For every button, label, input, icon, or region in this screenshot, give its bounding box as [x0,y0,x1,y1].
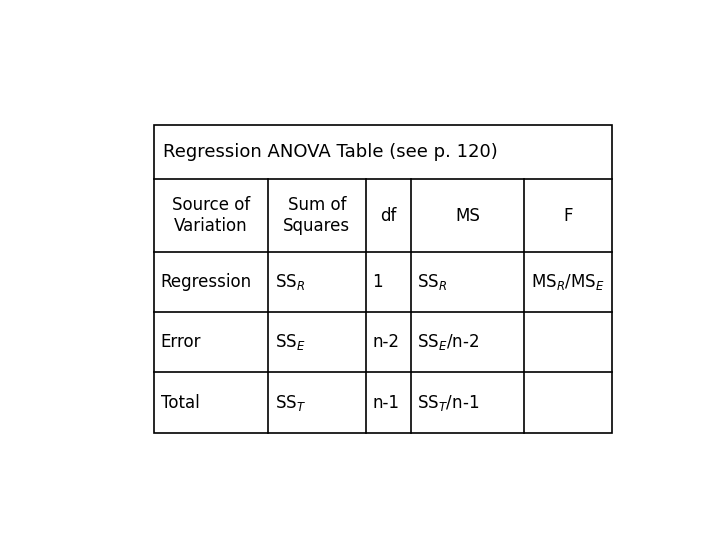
Text: F: F [563,206,573,225]
Text: Source of
Variation: Source of Variation [172,196,250,235]
Text: Regression ANOVA Table (see p. 120): Regression ANOVA Table (see p. 120) [163,143,498,161]
Text: SS$_T$: SS$_T$ [274,393,306,413]
Text: Sum of
Squares: Sum of Squares [283,196,351,235]
Text: n-2: n-2 [372,333,400,352]
Text: df: df [380,206,397,225]
Text: Total: Total [161,394,199,411]
Text: SS$_E$/n-2: SS$_E$/n-2 [418,332,480,352]
Text: SS$_T$/n-1: SS$_T$/n-1 [418,393,480,413]
Text: MS$_R$/MS$_E$: MS$_R$/MS$_E$ [531,272,605,292]
Text: 1: 1 [372,273,383,291]
Text: Error: Error [161,333,202,352]
Text: SS$_R$: SS$_R$ [274,272,305,292]
Text: SS$_E$: SS$_E$ [274,332,305,352]
Text: MS: MS [455,206,480,225]
Text: SS$_R$: SS$_R$ [418,272,448,292]
Bar [154,125,612,433]
Text: n-1: n-1 [372,394,400,411]
Text: Regression: Regression [161,273,252,291]
